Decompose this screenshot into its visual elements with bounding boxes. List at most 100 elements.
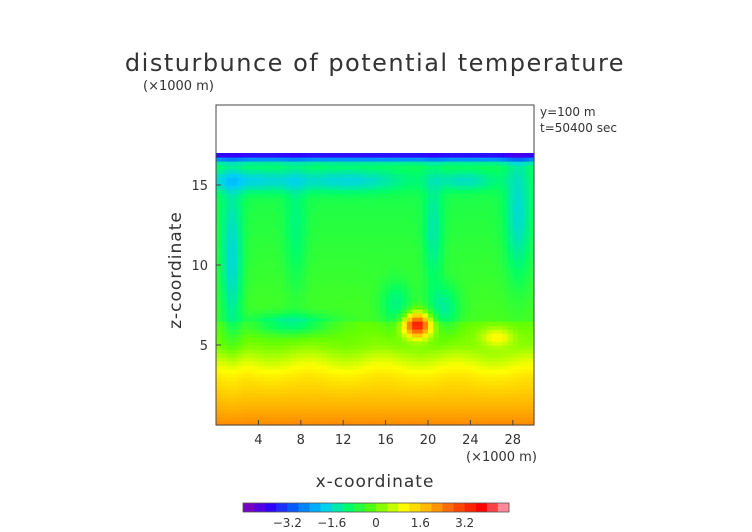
field-cell: [337, 285, 344, 290]
field-cell: [258, 209, 265, 214]
field-cell: [428, 389, 434, 394]
field-cell: [274, 201, 281, 206]
field-cell: [433, 237, 440, 242]
field-cell: [528, 333, 535, 338]
field-cell: [226, 325, 233, 330]
field-cell: [422, 325, 429, 330]
field-cell: [454, 225, 461, 230]
colorbar-swatch: [398, 503, 410, 512]
field-cell: [306, 261, 312, 266]
field-cell: [216, 217, 222, 222]
field-cell: [369, 325, 376, 330]
field-cell: [322, 217, 328, 222]
field-cell: [502, 193, 509, 198]
field-cell: [274, 313, 281, 318]
field-cell: [353, 357, 360, 362]
field-cell: [502, 213, 509, 218]
field-cell: [327, 321, 334, 326]
field-cell: [507, 165, 514, 170]
field-cell: [216, 157, 222, 162]
field-cell: [406, 353, 413, 358]
field-cell: [221, 165, 228, 170]
field-cell: [375, 317, 381, 322]
field-cell: [263, 341, 270, 346]
field-cell: [242, 301, 249, 306]
field-cell: [327, 325, 334, 330]
field-cell: [512, 393, 519, 398]
field-cell: [369, 257, 376, 262]
field-cell: [528, 281, 535, 286]
field-cell: [459, 225, 466, 230]
field-cell: [443, 333, 450, 338]
field-cell: [274, 361, 281, 366]
annotation-y: y=100 m: [540, 105, 596, 119]
field-cell: [380, 397, 387, 402]
field-cell: [332, 169, 339, 174]
field-cell: [385, 165, 392, 170]
field-cell: [454, 385, 461, 390]
field-cell: [422, 273, 429, 278]
field-cell: [438, 293, 445, 298]
field-cell: [433, 297, 440, 302]
field-cell: [242, 253, 249, 258]
field-cell: [353, 193, 360, 198]
field-cell: [496, 281, 503, 286]
field-cell: [380, 205, 387, 210]
field-cell: [417, 421, 424, 426]
field-cell: [459, 377, 466, 382]
field-cell: [486, 197, 493, 202]
field-cell: [300, 405, 307, 410]
field-cell: [470, 397, 477, 402]
field-cell: [396, 265, 403, 270]
field-cell: [475, 221, 482, 226]
field-cell: [502, 297, 509, 302]
field-cell: [348, 309, 355, 314]
field-cell: [284, 265, 291, 270]
field-cell: [332, 405, 339, 410]
field-cell: [269, 333, 275, 338]
field-cell: [216, 205, 222, 210]
field-cell: [523, 201, 530, 206]
field-cell: [375, 245, 381, 250]
field-cell: [269, 397, 275, 402]
field-cell: [481, 193, 487, 198]
colorbar-swatch: [464, 503, 477, 512]
field-cell: [369, 229, 376, 234]
field-cell: [258, 417, 265, 422]
field-cell: [369, 385, 376, 390]
field-cell: [364, 417, 371, 422]
field-cell: [390, 373, 397, 378]
field-cell: [438, 181, 445, 186]
field-cell: [295, 321, 302, 326]
field-cell: [253, 177, 259, 182]
field-cell: [475, 385, 482, 390]
field-cell: [475, 305, 482, 310]
field-cell: [502, 161, 509, 166]
field-cell: [433, 349, 440, 354]
field-cell: [216, 381, 222, 386]
field-cell: [422, 373, 429, 378]
field-cell: [311, 405, 318, 410]
field-cell: [417, 233, 424, 238]
field-cell: [221, 345, 228, 350]
field-cell: [269, 369, 275, 374]
field-cell: [496, 257, 503, 262]
field-cell: [380, 237, 387, 242]
field-cell: [231, 381, 238, 386]
field-cell: [327, 421, 334, 426]
field-cell: [237, 357, 244, 362]
field-cell: [507, 353, 514, 358]
field-cell: [528, 353, 535, 358]
field-cell: [364, 305, 371, 310]
field-cell: [380, 173, 387, 178]
field-cell: [449, 173, 456, 178]
field-cell: [332, 353, 339, 358]
field-cell: [486, 185, 493, 190]
field-cell: [502, 321, 509, 326]
field-cell: [247, 345, 254, 350]
field-cell: [428, 361, 434, 366]
field-cell: [274, 409, 281, 414]
field-cell: [401, 393, 408, 398]
field-cell: [279, 245, 286, 250]
field-cell: [306, 393, 312, 398]
